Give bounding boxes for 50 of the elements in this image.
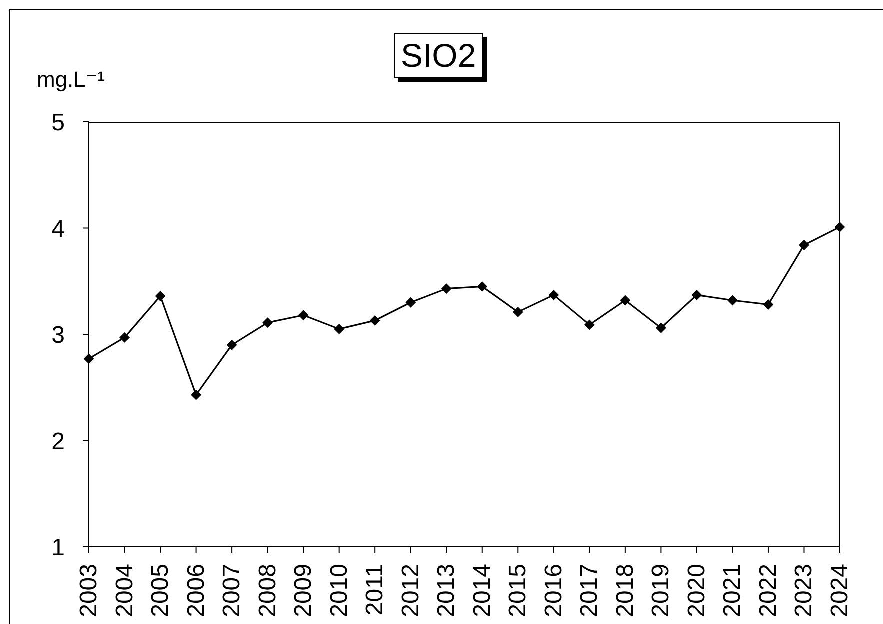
x-tick-label: 2010 bbox=[326, 564, 353, 618]
x-tick-label: 2008 bbox=[254, 564, 282, 618]
x-tick-label: 2005 bbox=[147, 564, 174, 618]
point bbox=[692, 290, 702, 300]
x-tick-label: 2015 bbox=[504, 564, 532, 618]
point bbox=[262, 318, 273, 328]
x-tick-label: 2009 bbox=[290, 564, 318, 618]
x-tick-label: 2024 bbox=[826, 564, 854, 618]
x-tick-label: 2021 bbox=[719, 564, 746, 618]
x-tick-label: 2020 bbox=[683, 564, 710, 618]
point bbox=[513, 307, 524, 318]
point bbox=[334, 324, 344, 334]
x-tick-label: 2003 bbox=[76, 564, 102, 618]
point bbox=[656, 323, 666, 334]
x-tick-label: 2007 bbox=[218, 564, 246, 618]
x-tick-label: 2013 bbox=[433, 564, 460, 618]
x-tick-label: 2012 bbox=[397, 564, 424, 618]
point bbox=[799, 240, 810, 250]
x-tick-label: 2014 bbox=[468, 564, 496, 618]
x-tick-label: 2011 bbox=[362, 564, 389, 616]
point bbox=[442, 284, 452, 294]
x-tick-label: 2023 bbox=[790, 564, 818, 618]
x-tick-label: 2006 bbox=[182, 564, 210, 618]
y-tick-label: 3 bbox=[52, 322, 65, 350]
y-tick-label: 4 bbox=[52, 216, 65, 243]
point bbox=[120, 332, 130, 343]
point bbox=[84, 354, 94, 364]
x-tick-label: 2019 bbox=[648, 564, 675, 618]
y-axis-title: mg.L⁻¹ bbox=[37, 67, 105, 92]
point bbox=[763, 300, 774, 310]
point bbox=[406, 298, 416, 308]
x-tick-label: 2018 bbox=[612, 564, 639, 618]
x-tick-label: 2017 bbox=[576, 564, 604, 618]
x-tick-label: 2016 bbox=[540, 564, 568, 618]
y-tick-label: 1 bbox=[52, 534, 65, 562]
point bbox=[584, 320, 595, 330]
point bbox=[548, 290, 559, 300]
point bbox=[227, 340, 238, 350]
chart-title: SIO2 bbox=[394, 33, 484, 78]
point bbox=[477, 282, 488, 292]
point bbox=[191, 390, 202, 400]
x-tick-label: 2004 bbox=[111, 564, 138, 618]
point bbox=[370, 316, 380, 326]
x-tick-label: 2022 bbox=[754, 564, 782, 618]
y-tick-label: 2 bbox=[52, 428, 65, 456]
point bbox=[620, 296, 630, 306]
y-tick-label: 5 bbox=[52, 110, 65, 137]
point bbox=[156, 291, 166, 302]
point bbox=[728, 296, 738, 306]
point bbox=[298, 310, 309, 320]
